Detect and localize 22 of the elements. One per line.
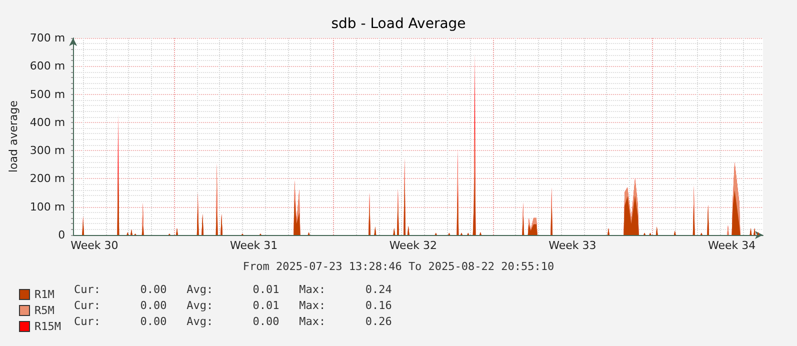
text: From 2025-07-23 13:28:46 To 2025-08-22 20:55:10: [242, 260, 554, 273]
text: Cur: 0.00 Avg: 0.00 Max: 0.26: [74, 315, 392, 328]
y-tick-label: 700 m: [30, 32, 66, 44]
legend-label: R1M: [34, 288, 55, 301]
y-tick-label: 200 m: [30, 172, 66, 186]
text: Cur: 0.00 Avg: 0.01 Max: 0.16: [74, 299, 392, 312]
y-tick-label: 400 m: [30, 116, 66, 129]
legend-label: R5M: [34, 304, 55, 317]
text: Cur: 0.00 Avg: 0.01 Max: 0.24: [74, 283, 392, 296]
y-axis-title: load average: [7, 100, 20, 173]
x-tick-label: Week 32: [389, 239, 437, 252]
x-tick-label: Week 34: [708, 239, 756, 252]
y-tick-label: 0: [58, 228, 66, 242]
x-tick-label: Week 30: [70, 239, 118, 252]
y-tick-label: 300 m: [30, 144, 66, 158]
y-tick-label: 100 m: [30, 200, 66, 214]
legend-label: R15M: [34, 320, 62, 333]
y-tick-label: 600 m: [30, 60, 66, 73]
x-tick-label: Week 31: [230, 239, 278, 252]
x-tick-label: Week 33: [548, 239, 596, 252]
chart-title: sdb - Load Average: [331, 16, 466, 32]
y-tick-label: 500 m: [30, 88, 66, 101]
